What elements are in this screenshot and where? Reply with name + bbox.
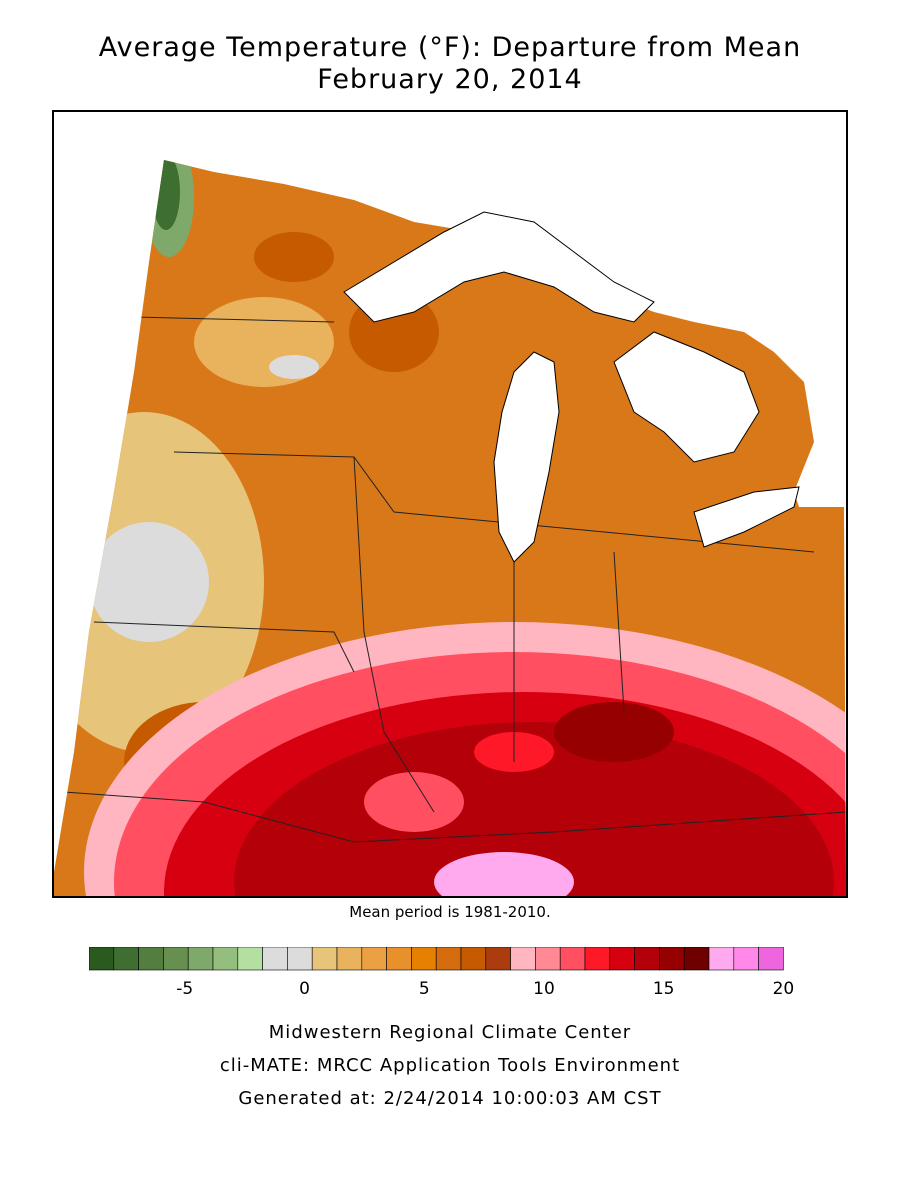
legend-swatch <box>336 947 363 971</box>
footer-organization: Midwestern Regional Climate Center <box>268 1022 632 1043</box>
legend-tick-label: 0 <box>299 979 310 999</box>
legend-swatch <box>113 947 139 971</box>
map-title: Average Temperature (°F): Departure from… <box>98 32 802 63</box>
gray-region-north <box>269 355 319 379</box>
legend-tick-label: 20 <box>773 979 795 999</box>
legend-swatch <box>386 947 412 971</box>
lake-huron <box>613 331 760 463</box>
legend-tick-label: 10 <box>533 979 555 999</box>
footer-generated-time: Generated at: 2/24/2014 10:00:03 AM CST <box>238 1088 662 1109</box>
legend-swatch <box>609 947 635 971</box>
legend-swatch <box>485 947 511 971</box>
legend-swatch <box>510 947 536 971</box>
legend-swatch <box>89 947 115 971</box>
map-panel <box>52 110 848 898</box>
legend-swatch <box>634 947 660 971</box>
legend-swatch <box>163 947 189 971</box>
legend-swatch <box>237 947 263 971</box>
legend-swatch <box>262 947 288 971</box>
state-borders <box>63 316 846 843</box>
legend-swatch <box>460 947 487 971</box>
legend-swatch <box>584 947 611 971</box>
legend-swatch <box>535 947 561 971</box>
dark-green-region <box>152 160 180 230</box>
legend-swatch <box>311 947 338 971</box>
legend-swatch <box>138 947 164 971</box>
lake-superior <box>343 211 655 323</box>
legend-swatch <box>708 947 735 971</box>
great-lakes <box>343 211 800 563</box>
mean-period-note: Mean period is 1981-2010. <box>349 903 551 921</box>
gray-region-west <box>89 522 209 642</box>
lake-michigan <box>493 351 560 563</box>
legend-tick-label: -5 <box>176 979 193 999</box>
legend-swatch <box>435 947 462 971</box>
legend-swatch <box>287 947 313 971</box>
legend-swatch <box>559 947 586 971</box>
footer-application: cli-MATE: MRCC Application Tools Environ… <box>219 1055 681 1076</box>
legend-tick-label: 15 <box>653 979 675 999</box>
color-legend: -5 0 5 10 15 20 <box>89 947 795 999</box>
legend-swatch <box>411 947 437 971</box>
legend-swatch <box>733 947 759 971</box>
legend-tick-label: 5 <box>419 979 430 999</box>
legend-swatch <box>758 947 784 971</box>
maroon-spot <box>554 702 674 762</box>
legend-swatch <box>683 947 710 971</box>
red-spot <box>364 772 464 832</box>
legend-swatch <box>187 947 214 971</box>
lake-erie <box>693 486 800 548</box>
map-date: February 20, 2014 <box>317 64 583 95</box>
temperature-departure-map <box>54 160 846 896</box>
legend-swatch <box>361 947 387 971</box>
legend-swatch <box>659 947 685 971</box>
legend-swatch <box>212 947 239 971</box>
magenta-spot <box>434 852 574 896</box>
dark-orange-patch <box>254 232 334 282</box>
